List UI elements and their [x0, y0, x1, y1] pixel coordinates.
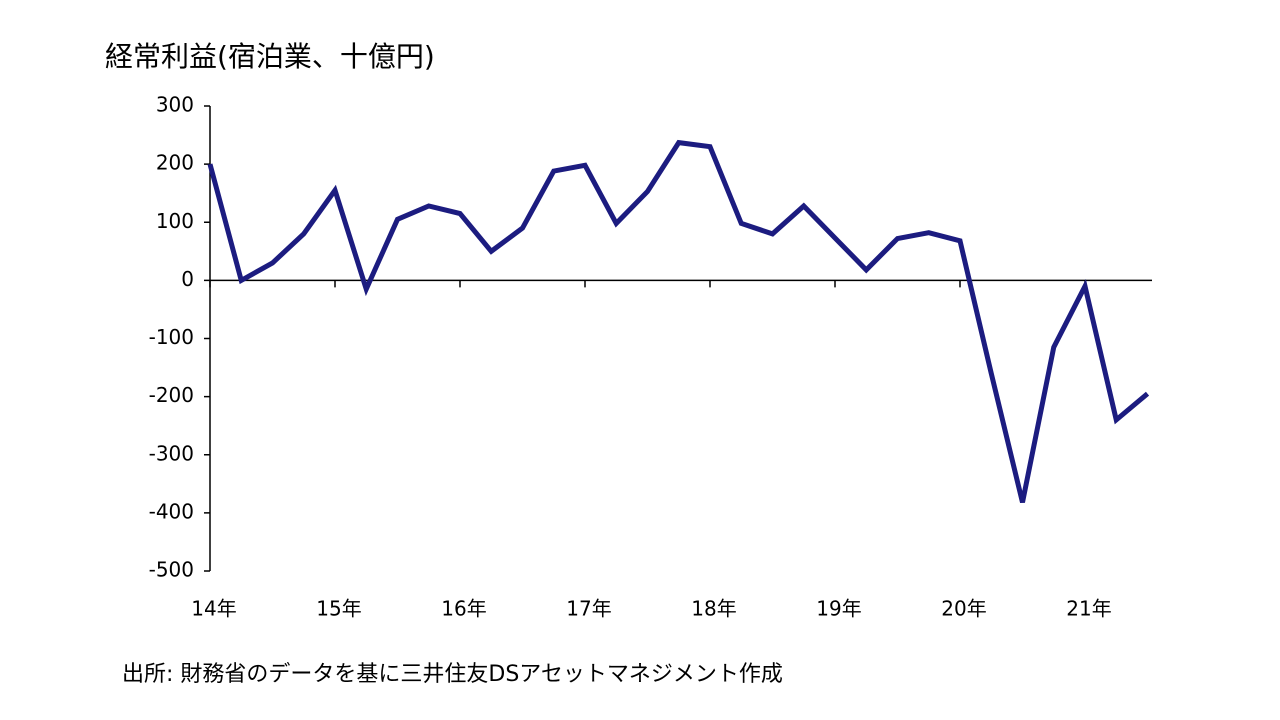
y-tick-label: -500	[149, 558, 194, 582]
y-tick-label: 300	[156, 93, 194, 117]
y-tick-label: -300	[149, 441, 194, 465]
x-tick-label: 17年	[566, 597, 611, 621]
y-tick-label: -200	[149, 383, 194, 407]
y-tick-label: 200	[156, 151, 194, 175]
x-tick-label: 16年	[441, 597, 486, 621]
x-tick-label: 20年	[941, 597, 986, 621]
y-tick-label: 0	[181, 267, 194, 291]
x-tick-label: 18年	[691, 597, 736, 621]
x-tick-label: 14年	[191, 597, 236, 621]
y-tick-label: -400	[149, 499, 194, 523]
source-note: 出所: 財務省のデータを基に三井住友DSアセットマネジメント作成	[122, 662, 783, 687]
y-tick-label: -100	[149, 325, 194, 349]
y-tick-label: 100	[156, 209, 194, 233]
x-tick-label: 19年	[816, 597, 861, 621]
data-line	[207, 139, 1150, 504]
x-tick-label: 21年	[1066, 597, 1111, 621]
x-tick-label: 15年	[316, 597, 361, 621]
chart-title: 経常利益(宿泊業、十億円)	[105, 40, 435, 73]
